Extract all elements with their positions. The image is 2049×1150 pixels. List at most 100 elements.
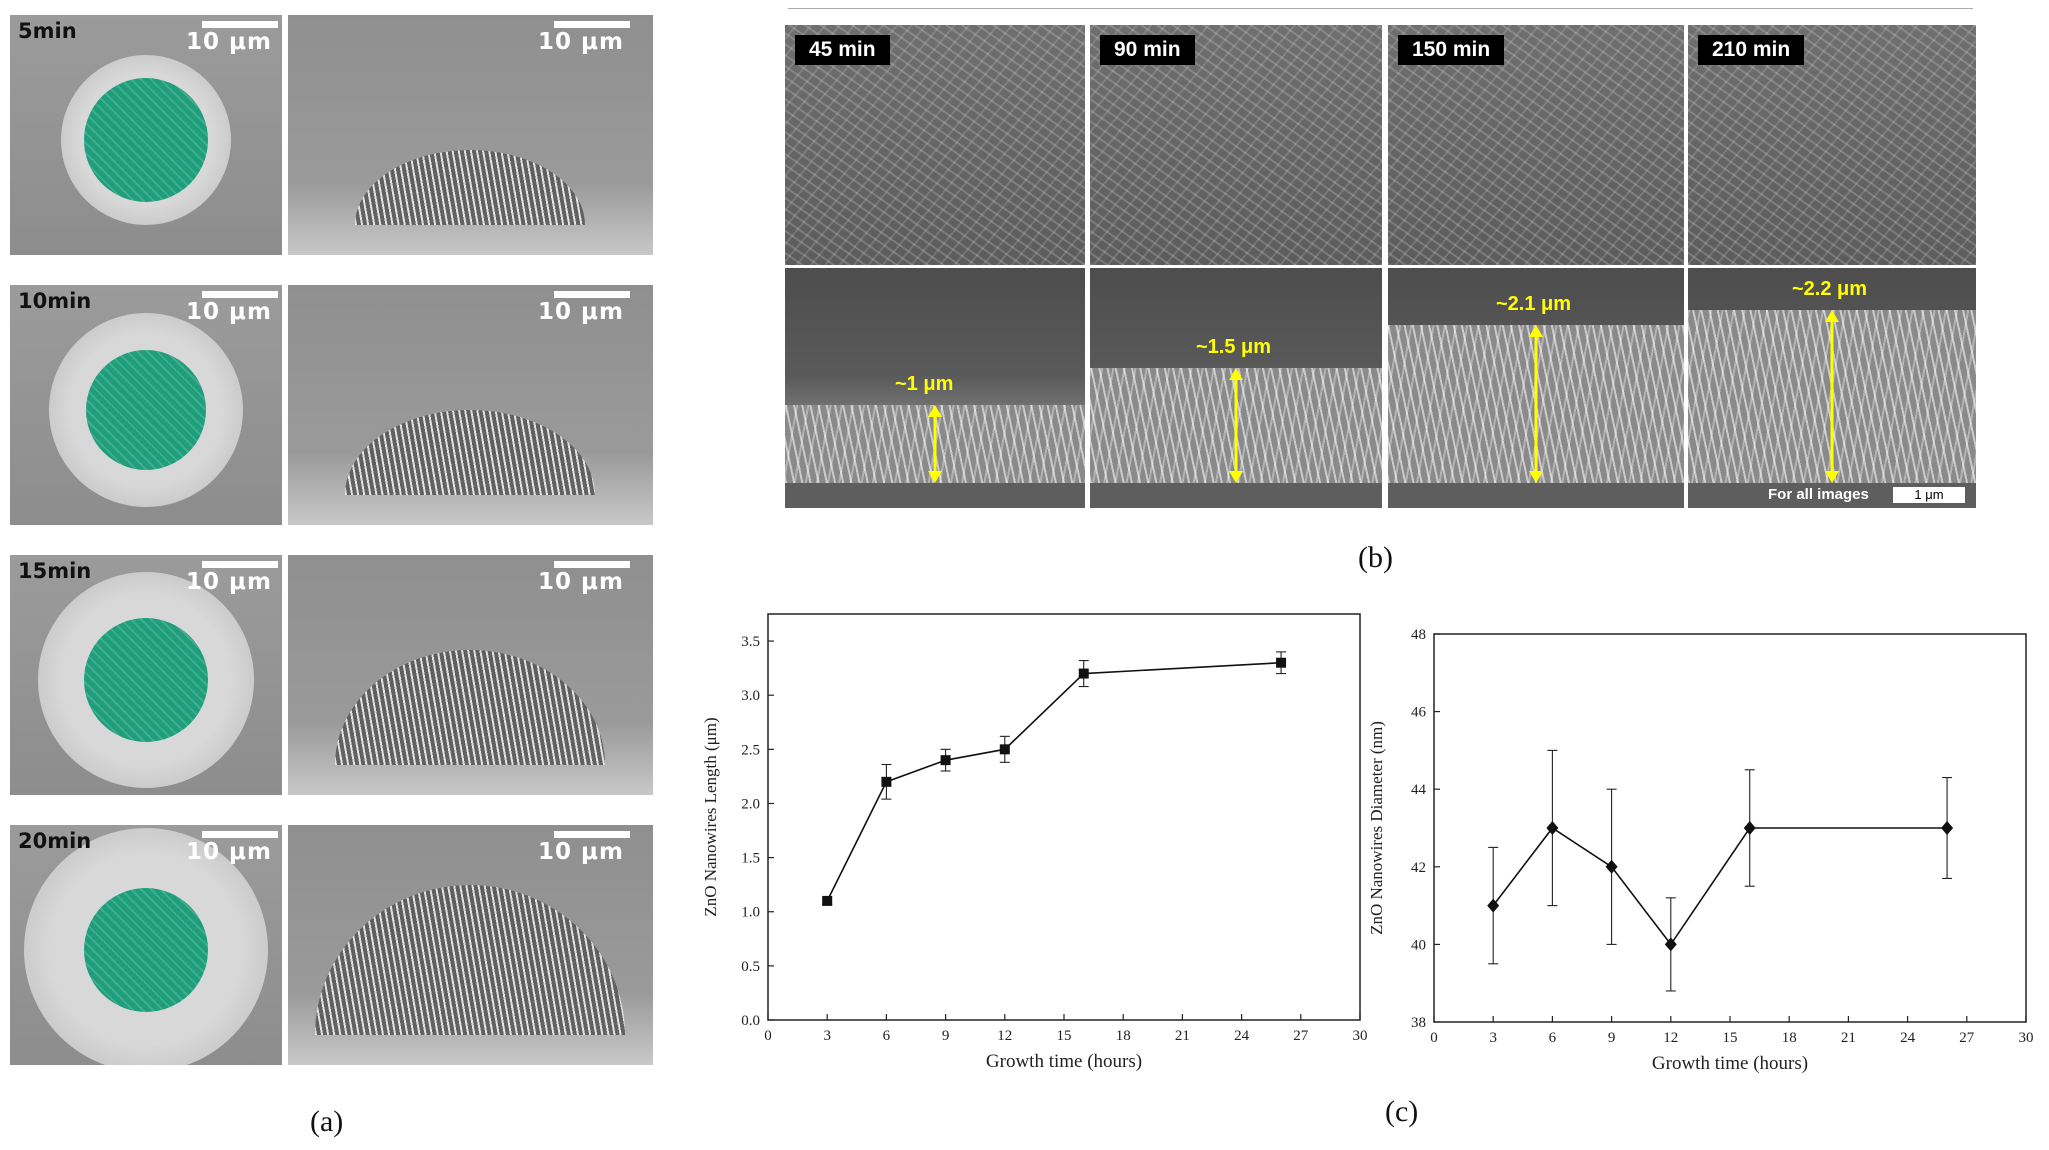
data-point — [1605, 859, 1618, 874]
top-view-image: 20min 10 μm — [10, 825, 282, 1065]
height-arrow — [1229, 368, 1243, 483]
height-label: ~2.1 μm — [1496, 293, 1572, 315]
x-tick-label: 30 — [1353, 1028, 1368, 1044]
side-view-image: 10 μm — [288, 555, 653, 795]
growth-time-label: 210 min — [1698, 35, 1805, 65]
scale-value: 1 μm — [1893, 487, 1965, 503]
series-line — [1492, 826, 1948, 946]
x-tick-label: 3 — [1489, 1030, 1497, 1046]
scale-note: For all images — [1768, 486, 1869, 503]
y-axis-label: ZnO Nanowires Diameter (nm) — [1367, 721, 1386, 935]
x-tick-label: 30 — [2019, 1030, 2034, 1046]
scale-label: 10 μm — [186, 29, 272, 55]
height-arrow — [1825, 310, 1839, 483]
growth-time-label: 20min — [18, 829, 92, 853]
scale-label: 10 μm — [186, 839, 272, 865]
growth-time-label: 10min — [18, 289, 92, 313]
scale-bar — [554, 561, 630, 568]
growth-time-label: 45 min — [795, 35, 890, 65]
y-tick-label: 2.5 — [741, 742, 760, 758]
growth-time-label: 5min — [18, 19, 77, 43]
nanowire-dome — [335, 650, 605, 765]
x-tick-label: 9 — [942, 1028, 950, 1044]
scale-bar — [202, 561, 278, 568]
side-view-image: 10 μm — [288, 15, 653, 255]
top-view-image: 45 min — [785, 25, 1085, 265]
data-point — [1546, 821, 1559, 835]
x-tick-label: 15 — [1057, 1028, 1072, 1044]
length-chart: 0 3 6 9 12 15 18 21 24 27 30 0.0 0.5 1.0 1.5 2.0 2.5 3.0 3… — [701, 613, 1368, 1072]
y-tick-label: 0.0 — [741, 1013, 760, 1029]
top-view-image: 150 min — [1388, 25, 1684, 265]
x-tick-label: 21 — [1175, 1028, 1190, 1044]
panel-b-caption: (b) — [1358, 541, 1393, 574]
y-tick-label: 0.5 — [741, 959, 760, 975]
x-tick-label: 12 — [1663, 1030, 1678, 1046]
scale-bar — [554, 21, 630, 28]
plot-frame — [767, 613, 1361, 1021]
data-point — [1664, 937, 1677, 952]
x-tick-label: 0 — [764, 1028, 772, 1044]
y-tick-label: 1.5 — [741, 851, 760, 867]
x-tick-label: 24 — [1900, 1030, 1916, 1046]
scale-bar — [554, 291, 630, 298]
data-point — [1743, 821, 1756, 835]
scale-bar — [202, 831, 278, 838]
y-tick-label: 1.0 — [741, 905, 760, 921]
y-tick-label: 48 — [1411, 627, 1426, 643]
height-label: ~1 μm — [895, 373, 954, 395]
x-tick-label: 24 — [1234, 1028, 1250, 1044]
scale-bar — [202, 291, 278, 298]
data-point — [1078, 668, 1089, 679]
top-view-image: 210 min — [1688, 25, 1976, 265]
data-point — [822, 895, 833, 906]
growth-time-label: 15min — [18, 559, 92, 583]
growth-time-label: 150 min — [1398, 35, 1505, 65]
y-tick-label: 40 — [1411, 937, 1426, 953]
y-tick-label: 3.0 — [741, 688, 760, 704]
x-axis-label: Growth time (hours) — [986, 1051, 1142, 1072]
y-tick-label: 46 — [1411, 705, 1427, 721]
data-point — [999, 744, 1010, 755]
scale-bar — [554, 831, 630, 838]
green-cluster — [84, 78, 208, 202]
x-tick-label: 3 — [823, 1028, 831, 1044]
scale-label: 10 μm — [538, 299, 624, 325]
y-axis-label: ZnO Nanowires Length (μm) — [701, 717, 720, 916]
green-cluster — [86, 350, 206, 470]
cross-section-image: ~2.1 μm — [1388, 268, 1684, 508]
scale-bar — [202, 21, 278, 28]
panel-a: 5min 10 μm 10 μm 10min 10 μm 10 μm 15min 10 μm 1… — [0, 0, 660, 1150]
x-tick-label: 9 — [1608, 1030, 1616, 1046]
nanowire-dome — [355, 150, 585, 225]
substrate — [1090, 483, 1382, 508]
panel-b-frame-top — [788, 8, 1973, 9]
top-view-image: 90 min — [1090, 25, 1382, 265]
x-tick-label: 15 — [1723, 1030, 1738, 1046]
panel-b: 45 min ~1 μm 90 min ~1.5 μm 150 min ~2.1 μ… — [770, 0, 1990, 590]
scale-label: 10 μm — [186, 569, 272, 595]
x-tick-label: 27 — [1293, 1028, 1309, 1044]
data-point — [881, 776, 892, 787]
top-view-image: 15min 10 μm — [10, 555, 282, 795]
y-tick-label: 44 — [1411, 782, 1427, 798]
cross-section-image: ~1 μm — [785, 268, 1085, 508]
top-view-image: 10min 10 μm — [10, 285, 282, 525]
panel-a-caption: (a) — [310, 1105, 344, 1138]
height-arrow — [928, 405, 942, 483]
x-tick-label: 21 — [1841, 1030, 1856, 1046]
x-tick-label: 27 — [1959, 1030, 1975, 1046]
x-tick-label: 18 — [1782, 1030, 1797, 1046]
y-tick-label: 38 — [1411, 1015, 1426, 1031]
green-cluster — [84, 618, 208, 742]
data-point — [1941, 821, 1954, 835]
x-tick-label: 6 — [883, 1028, 891, 1044]
x-tick-label: 0 — [1430, 1030, 1438, 1046]
data-point — [940, 755, 951, 766]
data-point — [1276, 657, 1287, 668]
green-cluster — [84, 888, 208, 1012]
scale-label: 10 μm — [186, 299, 272, 325]
side-view-image: 10 μm — [288, 285, 653, 525]
substrate — [785, 483, 1085, 508]
data-point — [1487, 898, 1500, 913]
